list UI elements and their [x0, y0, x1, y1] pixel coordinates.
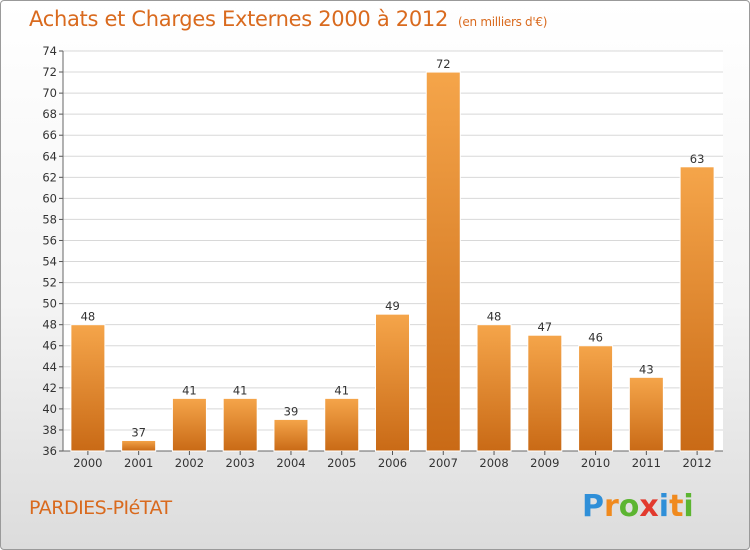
bar-2007: [425, 71, 461, 452]
logo-letter: r: [604, 489, 619, 524]
x-tick-label-2008: 2008: [479, 456, 508, 470]
data-label-2012: 63: [690, 152, 705, 166]
logo-letter: P: [582, 489, 604, 524]
logo-letter: i: [658, 489, 670, 524]
x-tick-label-2005: 2005: [327, 456, 356, 470]
y-tick-label: 58: [42, 212, 57, 226]
bar-2009: [527, 334, 563, 452]
data-label-2006: 49: [385, 299, 400, 313]
data-label-2009: 47: [537, 320, 552, 334]
data-label-2011: 43: [639, 362, 654, 376]
x-tick-label-2009: 2009: [530, 456, 559, 470]
bar-2012: [679, 166, 715, 452]
y-tick-label: 60: [42, 191, 57, 205]
data-label-2008: 48: [487, 310, 502, 324]
data-label-2001: 37: [131, 425, 146, 439]
x-tick-label-2004: 2004: [276, 456, 305, 470]
bar-2004: [273, 418, 309, 452]
data-label-2000: 48: [81, 310, 96, 324]
y-tick-label: 62: [42, 170, 57, 184]
x-tick-label-2002: 2002: [175, 456, 204, 470]
logo-letter: x: [639, 489, 659, 524]
y-tick-label: 44: [42, 360, 57, 374]
data-label-2004: 39: [284, 404, 299, 418]
y-tick-label: 56: [42, 233, 57, 247]
y-tick-label: 38: [42, 423, 57, 437]
data-label-2002: 41: [182, 383, 197, 397]
bar-2006: [375, 313, 410, 452]
x-tick-label-2010: 2010: [581, 456, 610, 470]
y-tick-label: 50: [42, 297, 57, 311]
logo-letter: o: [618, 489, 640, 524]
bar-2011: [628, 376, 664, 452]
chart-unit: (en milliers d'€): [458, 15, 548, 29]
data-label-2010: 46: [588, 331, 603, 345]
commune-name: PARDIES-PIéTAT: [29, 497, 172, 519]
bar-2001: [121, 439, 157, 452]
proxiti-logo: Proxiti: [582, 489, 694, 524]
bar-2010: [578, 345, 614, 452]
y-tick-label: 70: [42, 86, 57, 100]
y-tick-label: 36: [42, 444, 57, 458]
y-tick-label: 48: [42, 318, 57, 332]
chart-title: Achats et Charges Externes 2000 à 2012 (e…: [29, 7, 547, 31]
bar-2005: [324, 397, 360, 452]
x-tick-label-2011: 2011: [632, 456, 661, 470]
data-label-2005: 41: [334, 383, 349, 397]
bar-2000: [70, 324, 106, 452]
y-tick-label: 72: [42, 65, 57, 79]
y-tick-label: 66: [42, 128, 57, 142]
logo-letter: t: [669, 489, 684, 524]
x-tick-label-2012: 2012: [682, 456, 711, 470]
bar-2008: [476, 324, 512, 452]
x-tick-label-2001: 2001: [124, 456, 153, 470]
x-tick-label-2007: 2007: [429, 456, 458, 470]
y-tick-label: 52: [42, 276, 57, 290]
x-tick-label-2003: 2003: [226, 456, 255, 470]
y-tick-label: 64: [42, 149, 57, 163]
bar-2003: [222, 397, 258, 452]
data-label-2007: 72: [436, 57, 451, 71]
bar-2002: [171, 397, 207, 452]
x-tick-label-2000: 2000: [73, 456, 102, 470]
y-tick-label: 74: [42, 44, 57, 58]
x-tick-label-2006: 2006: [378, 456, 407, 470]
data-label-2003: 41: [233, 383, 248, 397]
y-tick-label: 42: [42, 381, 57, 395]
y-tick-label: 54: [42, 255, 57, 269]
y-tick-label: 68: [42, 107, 57, 121]
logo-letter: i: [683, 489, 694, 524]
y-tick-label: 46: [42, 339, 57, 353]
chart-title-text: Achats et Charges Externes 2000 à 2012: [29, 7, 449, 31]
y-tick-label: 40: [42, 402, 57, 416]
